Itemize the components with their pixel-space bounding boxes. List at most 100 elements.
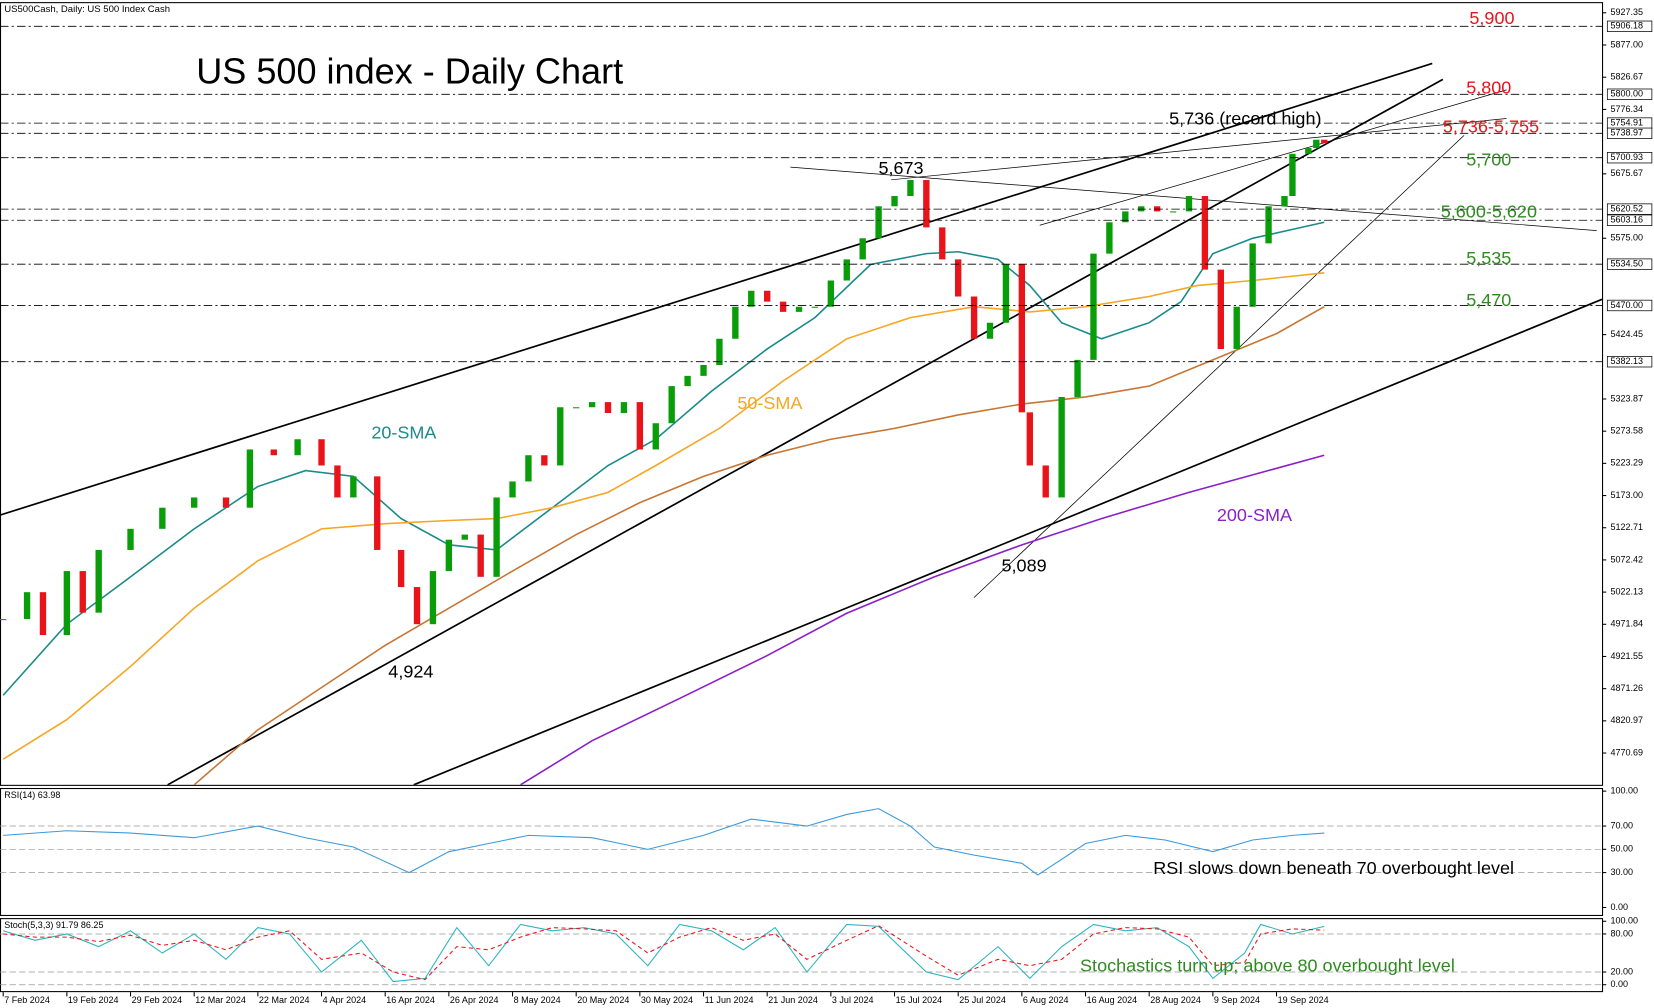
candle bbox=[700, 364, 707, 376]
annotation: 5,470 bbox=[1466, 290, 1511, 310]
candle bbox=[509, 481, 516, 498]
y-tick-label: 70.00 bbox=[1611, 820, 1634, 830]
x-tick-label: 15 Jul 2024 bbox=[896, 995, 943, 1005]
level-box bbox=[1606, 258, 1653, 270]
x-tick-label: 19 Sep 2024 bbox=[1278, 995, 1329, 1005]
candle bbox=[1217, 269, 1224, 349]
level-label: 5534.50 bbox=[1611, 259, 1644, 269]
candle bbox=[334, 465, 341, 498]
frames bbox=[0, 2, 1604, 993]
level-box bbox=[1606, 203, 1653, 215]
level-label: 5754.91 bbox=[1611, 118, 1644, 128]
level-label: 5620.52 bbox=[1611, 204, 1644, 214]
rsi-frame bbox=[0, 787, 1604, 916]
candle bbox=[270, 449, 277, 456]
level-label: 5382.13 bbox=[1611, 356, 1644, 366]
candle bbox=[795, 306, 803, 312]
candle bbox=[1281, 196, 1288, 207]
level-label: 5800.00 bbox=[1611, 89, 1644, 99]
y-tick-label: 4820.97 bbox=[1611, 715, 1644, 725]
candle bbox=[39, 592, 47, 636]
stoch-plot bbox=[0, 923, 1603, 986]
candle bbox=[843, 259, 850, 281]
candle bbox=[1249, 243, 1256, 307]
trend-line bbox=[891, 118, 1507, 181]
level-box bbox=[1606, 127, 1653, 139]
y-tick-label: 4871.26 bbox=[1611, 683, 1644, 693]
candle bbox=[1201, 196, 1209, 270]
candle bbox=[1185, 196, 1193, 212]
candle bbox=[907, 180, 914, 197]
candle bbox=[79, 571, 86, 613]
indicator-line bbox=[3, 808, 1325, 876]
indicator-line bbox=[193, 306, 1325, 785]
labels: US500Cash, Daily: US 500 Index Cash US 5… bbox=[0, 4, 1653, 1005]
candle bbox=[445, 539, 453, 572]
trend-line bbox=[0, 62, 1433, 516]
candle bbox=[493, 497, 500, 577]
candle bbox=[970, 296, 978, 339]
level-box bbox=[1606, 299, 1653, 312]
rsi-plot bbox=[0, 808, 1603, 876]
y-tick-label: 5173.00 bbox=[1611, 490, 1644, 500]
x-tick-label: 25 Jul 2024 bbox=[959, 995, 1006, 1005]
candle bbox=[811, 306, 819, 308]
candle bbox=[1058, 396, 1065, 498]
y-tick-label: 20.00 bbox=[1611, 966, 1634, 976]
candle bbox=[1018, 264, 1026, 413]
x-tick-label: 26 Apr 2024 bbox=[450, 995, 499, 1005]
x-tick-label: 7 Feb 2024 bbox=[4, 995, 50, 1005]
y-tick-label: 5776.34 bbox=[1611, 104, 1644, 114]
candle bbox=[413, 587, 421, 625]
candle bbox=[557, 407, 564, 466]
candle bbox=[63, 571, 71, 636]
candle bbox=[1042, 465, 1049, 498]
annotation: 5,600-5,620 bbox=[1441, 201, 1537, 221]
candle bbox=[1090, 253, 1097, 360]
x-tick-label: 16 Apr 2024 bbox=[386, 995, 435, 1005]
y-tick-label: 4921.55 bbox=[1611, 651, 1644, 661]
candle bbox=[1169, 211, 1177, 213]
candle bbox=[1074, 359, 1081, 397]
candle bbox=[732, 306, 739, 339]
y-tick-label: 4971.84 bbox=[1611, 619, 1644, 629]
stoch-header: Stoch(5,3,3) 91.79 86.25 bbox=[4, 920, 103, 930]
x-tick-label: 12 Mar 2024 bbox=[195, 995, 246, 1005]
candle bbox=[779, 301, 787, 312]
indicator-line bbox=[2, 271, 1325, 760]
x-tick-label: 8 May 2024 bbox=[514, 995, 561, 1005]
candle bbox=[1106, 222, 1113, 254]
annotation: RSI slows down beneath 70 overbought lev… bbox=[1153, 858, 1514, 878]
candle bbox=[318, 439, 325, 466]
candle bbox=[23, 592, 31, 620]
level-label: 5603.16 bbox=[1611, 215, 1644, 225]
candle bbox=[159, 507, 166, 529]
annotation: Stochastics turn up; above 80 overbought… bbox=[1080, 956, 1455, 976]
level-box bbox=[1606, 356, 1653, 368]
candle bbox=[429, 571, 437, 625]
annotation: 4,924 bbox=[388, 661, 433, 681]
candle bbox=[573, 407, 580, 409]
x-tick-label: 29 Feb 2024 bbox=[132, 995, 183, 1005]
candle bbox=[1321, 139, 1328, 143]
y-tick-label: 5877.00 bbox=[1611, 39, 1644, 49]
y-tick-label: 5927.35 bbox=[1611, 7, 1644, 17]
candle bbox=[294, 439, 301, 456]
x-tick-label: 21 Jun 2024 bbox=[768, 995, 818, 1005]
annotation: 5,900 bbox=[1469, 8, 1514, 28]
y-tick-label: 0.00 bbox=[1611, 979, 1629, 989]
level-label: 5700.93 bbox=[1611, 152, 1644, 162]
x-tick-label: 16 Aug 2024 bbox=[1087, 995, 1138, 1005]
candle bbox=[859, 238, 866, 260]
candle bbox=[1233, 306, 1240, 349]
candle bbox=[1122, 211, 1129, 223]
annotation: 5,800 bbox=[1466, 78, 1511, 98]
annotation: 5,736-5,755 bbox=[1443, 117, 1539, 137]
candle bbox=[620, 402, 628, 413]
x-tick-label: 28 Aug 2024 bbox=[1150, 995, 1201, 1005]
trend-line bbox=[167, 78, 1444, 785]
candle bbox=[684, 375, 691, 387]
candle bbox=[652, 423, 659, 450]
